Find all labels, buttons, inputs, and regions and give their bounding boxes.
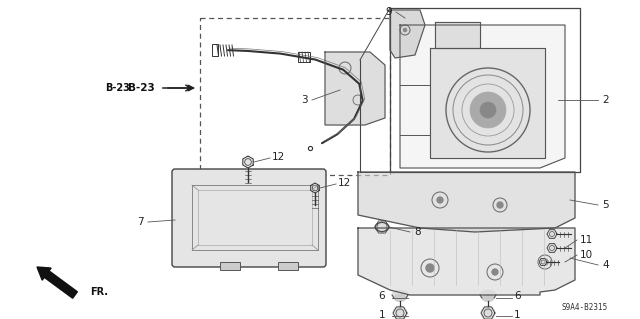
Bar xyxy=(278,262,298,270)
Circle shape xyxy=(481,306,495,319)
Text: 3: 3 xyxy=(301,95,308,105)
FancyBboxPatch shape xyxy=(172,169,326,267)
Polygon shape xyxy=(400,25,565,168)
Text: 4: 4 xyxy=(602,260,609,270)
Text: FR.: FR. xyxy=(90,287,108,297)
Polygon shape xyxy=(435,22,480,48)
Text: 1: 1 xyxy=(514,310,520,319)
Bar xyxy=(212,44,218,56)
Circle shape xyxy=(542,259,548,265)
Polygon shape xyxy=(358,228,575,295)
Text: 8: 8 xyxy=(414,227,420,237)
Polygon shape xyxy=(390,10,425,58)
Bar xyxy=(200,18,390,175)
Text: 2: 2 xyxy=(602,95,609,105)
Text: B-23: B-23 xyxy=(128,83,155,93)
Polygon shape xyxy=(430,48,545,158)
Circle shape xyxy=(497,202,503,208)
Text: 9: 9 xyxy=(385,7,392,17)
Ellipse shape xyxy=(375,222,389,232)
Text: 7: 7 xyxy=(138,217,144,227)
Text: 10: 10 xyxy=(580,250,593,260)
Circle shape xyxy=(426,264,434,272)
Text: B-23: B-23 xyxy=(105,83,130,93)
Text: 12: 12 xyxy=(338,178,351,188)
Polygon shape xyxy=(547,230,557,238)
Text: 6: 6 xyxy=(514,291,520,301)
Ellipse shape xyxy=(480,290,496,300)
Circle shape xyxy=(492,269,498,275)
Polygon shape xyxy=(358,172,575,232)
Circle shape xyxy=(470,92,506,128)
Polygon shape xyxy=(325,52,385,125)
Text: 6: 6 xyxy=(378,291,385,301)
Text: 11: 11 xyxy=(580,235,593,245)
Bar xyxy=(298,52,310,62)
Bar xyxy=(220,262,240,270)
FancyArrow shape xyxy=(37,267,77,298)
Text: 12: 12 xyxy=(272,152,285,162)
Circle shape xyxy=(393,306,407,319)
Ellipse shape xyxy=(394,294,406,301)
Text: 5: 5 xyxy=(602,200,609,210)
Circle shape xyxy=(437,197,443,203)
Text: 1: 1 xyxy=(378,310,385,319)
Ellipse shape xyxy=(482,294,494,301)
Circle shape xyxy=(480,102,496,118)
Polygon shape xyxy=(243,156,253,168)
Polygon shape xyxy=(547,244,557,252)
Text: S9A4-B2315: S9A4-B2315 xyxy=(562,303,608,313)
Ellipse shape xyxy=(392,290,408,300)
Circle shape xyxy=(403,28,407,32)
Polygon shape xyxy=(310,183,319,193)
Polygon shape xyxy=(539,258,547,265)
